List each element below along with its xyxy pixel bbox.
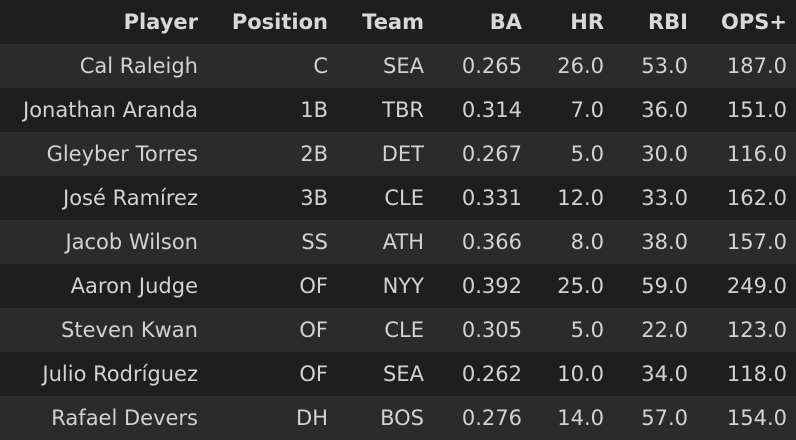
cell-ba: 0.262 <box>433 352 531 396</box>
table-row: Cal Raleigh C SEA 0.265 26.0 53.0 187.0 <box>0 44 796 88</box>
cell-position: OF <box>207 308 337 352</box>
cell-team: CLE <box>337 176 433 220</box>
cell-ops-plus: 123.0 <box>697 308 796 352</box>
column-header-position: Position <box>231 10 328 34</box>
cell-position: 3B <box>207 176 337 220</box>
cell-hr: 5.0 <box>531 132 613 176</box>
table-row: Rafael Devers DH BOS 0.276 14.0 57.0 154… <box>0 396 796 440</box>
cell-ops-plus: 116.0 <box>697 132 796 176</box>
cell-ba: 0.392 <box>433 264 531 308</box>
cell-team: BOS <box>337 396 433 440</box>
cell-hr: 12.0 <box>531 176 613 220</box>
cell-ops-plus: 162.0 <box>697 176 796 220</box>
cell-team: NYY <box>337 264 433 308</box>
cell-position: SS <box>207 220 337 264</box>
table-row: Jacob Wilson SS ATH 0.366 8.0 38.0 157.0 <box>0 220 796 264</box>
cell-ba: 0.267 <box>433 132 531 176</box>
cell-ops-plus: 249.0 <box>697 264 796 308</box>
cell-position: DH <box>207 396 337 440</box>
cell-ba: 0.331 <box>433 176 531 220</box>
cell-hr: 25.0 <box>531 264 613 308</box>
cell-team: DET <box>337 132 433 176</box>
table-row: Aaron Judge OF NYY 0.392 25.0 59.0 249.0 <box>0 264 796 308</box>
cell-position: OF <box>207 352 337 396</box>
cell-hr: 26.0 <box>531 44 613 88</box>
cell-rbi: 36.0 <box>613 88 697 132</box>
column-header-player: Player <box>123 10 198 34</box>
cell-player: Gleyber Torres <box>0 132 207 176</box>
cell-position: 1B <box>207 88 337 132</box>
cell-team: SEA <box>337 44 433 88</box>
cell-player: Cal Raleigh <box>0 44 207 88</box>
table-row: Gleyber Torres 2B DET 0.267 5.0 30.0 116… <box>0 132 796 176</box>
cell-rbi: 33.0 <box>613 176 697 220</box>
column-header-ops-plus: OPS+ <box>721 10 787 34</box>
cell-rbi: 22.0 <box>613 308 697 352</box>
cell-rbi: 30.0 <box>613 132 697 176</box>
column-header-rbi: RBI <box>648 10 688 34</box>
cell-hr: 14.0 <box>531 396 613 440</box>
cell-player: Aaron Judge <box>0 264 207 308</box>
cell-hr: 7.0 <box>531 88 613 132</box>
cell-hr: 5.0 <box>531 308 613 352</box>
table-row: Julio Rodríguez OF SEA 0.262 10.0 34.0 1… <box>0 352 796 396</box>
cell-position: OF <box>207 264 337 308</box>
cell-ba: 0.265 <box>433 44 531 88</box>
cell-team: ATH <box>337 220 433 264</box>
cell-hr: 8.0 <box>531 220 613 264</box>
column-header-team: Team <box>362 10 424 34</box>
cell-rbi: 53.0 <box>613 44 697 88</box>
cell-ops-plus: 154.0 <box>697 396 796 440</box>
cell-player: Rafael Devers <box>0 396 207 440</box>
table-row: Jonathan Aranda 1B TBR 0.314 7.0 36.0 15… <box>0 88 796 132</box>
cell-ba: 0.366 <box>433 220 531 264</box>
column-header-ba: BA <box>489 10 522 34</box>
cell-ops-plus: 187.0 <box>697 44 796 88</box>
cell-ba: 0.276 <box>433 396 531 440</box>
cell-player: Jonathan Aranda <box>0 88 207 132</box>
cell-rbi: 34.0 <box>613 352 697 396</box>
cell-player: Jacob Wilson <box>0 220 207 264</box>
table-row: Steven Kwan OF CLE 0.305 5.0 22.0 123.0 <box>0 308 796 352</box>
cell-ops-plus: 118.0 <box>697 352 796 396</box>
cell-position: 2B <box>207 132 337 176</box>
cell-player: Steven Kwan <box>0 308 207 352</box>
cell-ops-plus: 151.0 <box>697 88 796 132</box>
cell-ops-plus: 157.0 <box>697 220 796 264</box>
cell-player: José Ramírez <box>0 176 207 220</box>
column-header-hr: HR <box>570 10 604 34</box>
cell-team: TBR <box>337 88 433 132</box>
cell-hr: 10.0 <box>531 352 613 396</box>
cell-rbi: 38.0 <box>613 220 697 264</box>
cell-ba: 0.305 <box>433 308 531 352</box>
cell-rbi: 57.0 <box>613 396 697 440</box>
table-header-row: Player Position Team BA HR RBI OPS+ <box>0 0 796 44</box>
cell-position: C <box>207 44 337 88</box>
table-row: José Ramírez 3B CLE 0.331 12.0 33.0 162.… <box>0 176 796 220</box>
cell-team: CLE <box>337 308 433 352</box>
cell-team: SEA <box>337 352 433 396</box>
cell-ba: 0.314 <box>433 88 531 132</box>
cell-player: Julio Rodríguez <box>0 352 207 396</box>
cell-rbi: 59.0 <box>613 264 697 308</box>
